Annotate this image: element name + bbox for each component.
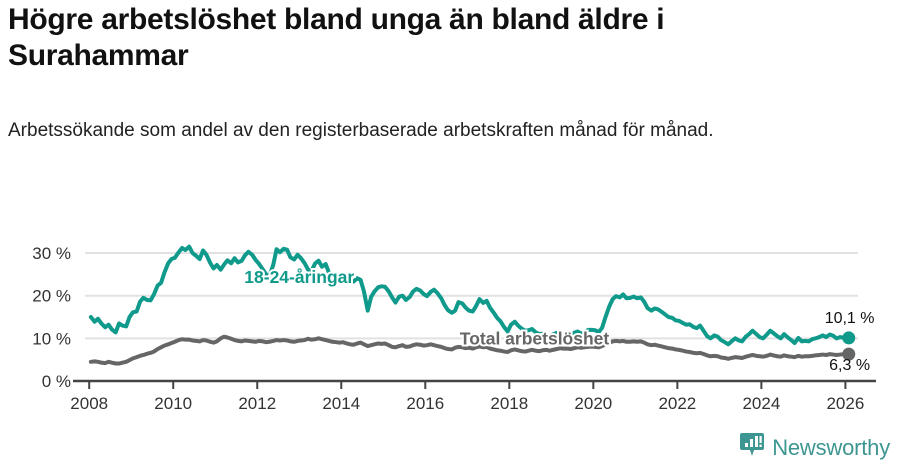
y-tick-label: 10 % (32, 329, 71, 348)
line-chart-svg: 0 % 10 % 20 % 30 % 2008 2010 2012 2014 2016 2018… (32, 244, 876, 413)
total-end-value: 6,3 % (829, 357, 870, 374)
chart-subtitle: Arbetssökande som andel av den registerb… (8, 120, 714, 141)
series-end-dot (842, 331, 856, 345)
y-tick-label: 0 % (42, 372, 71, 391)
x-tick-label: 2026 (826, 394, 864, 413)
y-axis-tick-labels: 0 % 10 % 20 % 30 % (32, 244, 71, 391)
newsworthy-bars-icon (739, 431, 765, 464)
x-tick-label: 2012 (238, 394, 276, 413)
series-lines (88, 244, 851, 366)
series-line (88, 334, 851, 366)
x-tick-label: 2020 (574, 394, 612, 413)
total-series-label: Total arbetslöshet (460, 328, 610, 348)
y-tick-label: 30 % (32, 244, 71, 263)
chart-annotations: 18-24-åringar Total arbetslöshet 10,1 % 6,3… (242, 265, 875, 374)
y-tick-label: 20 % (32, 287, 71, 306)
chart-plot-area: 0 % 10 % 20 % 30 % 2008 2010 2012 2014 2016 2018… (0, 205, 900, 415)
page-title: Högre arbetslöshet bland unga än bland ä… (8, 3, 665, 72)
young-end-value: 10,1 % (825, 310, 875, 327)
x-axis (73, 379, 876, 389)
gridlines (85, 252, 858, 340)
x-tick-label: 2022 (658, 394, 696, 413)
newsworthy-wordmark: Newsworthy (772, 434, 890, 460)
newsworthy-logo[interactable]: Newsworthy (739, 431, 890, 464)
x-tick-label: 2016 (406, 394, 444, 413)
x-tick-label: 2024 (742, 394, 780, 413)
young-series-label: 18-24-åringar (244, 267, 354, 287)
x-tick-label: 2014 (322, 394, 360, 413)
x-tick-label: 2008 (70, 394, 108, 413)
series-end-dot (842, 347, 856, 361)
chart-footer: Newsworthy (0, 430, 900, 466)
series-line (88, 244, 851, 347)
x-tick-label: 2010 (154, 394, 192, 413)
x-tick-label: 2018 (490, 394, 528, 413)
series-end-markers (842, 331, 856, 361)
x-axis-tick-labels: 2008 2010 2012 2014 2016 2018 2020 2022 2024 2026 (70, 394, 864, 413)
